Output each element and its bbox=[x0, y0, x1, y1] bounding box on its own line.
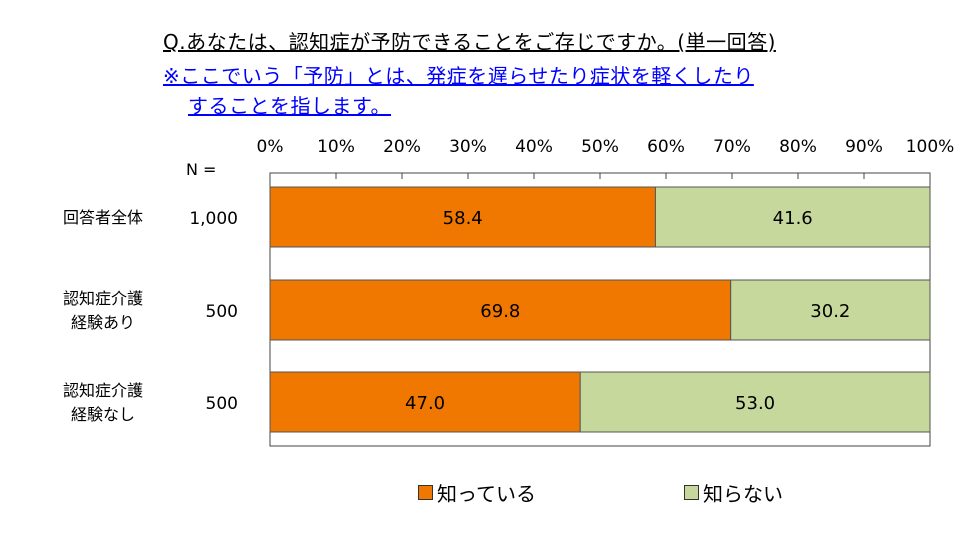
category-label: 経験なし bbox=[71, 405, 135, 424]
n-header: N = bbox=[186, 160, 217, 179]
data-label: 69.8 bbox=[480, 301, 520, 322]
data-label: 41.6 bbox=[773, 208, 813, 229]
x-tick-label: 70% bbox=[713, 137, 751, 157]
x-tick-label: 80% bbox=[779, 137, 817, 157]
x-tick-label: 100% bbox=[906, 137, 955, 157]
n-value: 500 bbox=[206, 302, 238, 322]
question-title: Q.あなたは、認知症が予防できることをご存じですか。(単一回答) bbox=[163, 30, 776, 54]
n-value: 1,000 bbox=[189, 209, 238, 229]
data-label: 47.0 bbox=[405, 393, 445, 414]
category-label: 認知症介護 bbox=[63, 381, 143, 400]
legend-swatch-not-know bbox=[684, 485, 699, 500]
x-tick-label: 50% bbox=[581, 137, 619, 157]
bar-segment bbox=[730, 279, 931, 341]
x-tick-label: 40% bbox=[515, 137, 553, 157]
legend-label-not-know: 知らない bbox=[703, 482, 783, 506]
legend-item-not-know: 知らない bbox=[684, 478, 783, 507]
note-line-2: することを指します。 bbox=[188, 94, 391, 118]
category-label: 認知症介護 bbox=[63, 289, 143, 308]
bar-segment bbox=[654, 186, 931, 248]
legend-label-know: 知っている bbox=[437, 482, 536, 506]
x-tick-label: 10% bbox=[317, 137, 355, 157]
category-label: 回答者全体 bbox=[63, 208, 143, 227]
x-tick-label: 60% bbox=[647, 137, 685, 157]
data-label: 58.4 bbox=[443, 208, 483, 229]
x-tick-label: 30% bbox=[449, 137, 487, 157]
data-label: 53.0 bbox=[735, 393, 775, 414]
note-line-1: ※ここでいう「予防」とは、発症を遅らせたり症状を軽くしたり bbox=[163, 64, 754, 88]
data-label: 30.2 bbox=[810, 301, 850, 322]
x-tick-label: 90% bbox=[845, 137, 883, 157]
x-tick-label: 20% bbox=[383, 137, 421, 157]
bar-segment bbox=[579, 371, 931, 433]
x-tick-label: 0% bbox=[257, 137, 284, 157]
n-value: 500 bbox=[206, 394, 238, 414]
legend-swatch-know bbox=[418, 485, 433, 500]
bar-segment bbox=[269, 279, 732, 341]
bar-segment bbox=[269, 186, 656, 248]
category-label: 経験あり bbox=[71, 313, 135, 332]
legend-item-know: 知っている bbox=[418, 478, 536, 507]
